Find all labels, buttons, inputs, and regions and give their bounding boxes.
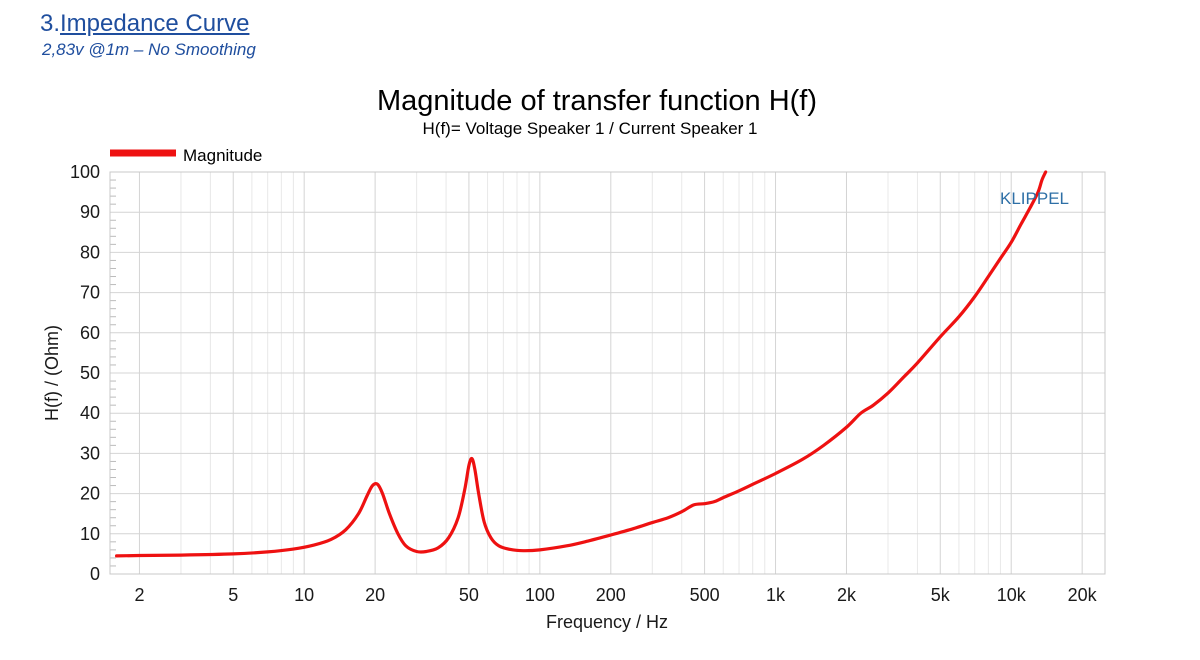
x-tick-label: 10	[294, 585, 314, 605]
chart-subtitle: H(f)= Voltage Speaker 1 / Current Speake…	[423, 119, 758, 138]
y-tick-label: 20	[80, 484, 100, 504]
section-subtitle: 2,83v @1m – No Smoothing	[42, 40, 256, 59]
legend-label: Magnitude	[183, 146, 262, 165]
y-axis-label: H(f) / (Ohm)	[42, 325, 62, 421]
y-tick-label: 50	[80, 363, 100, 383]
x-tick-label: 5	[228, 585, 238, 605]
x-tick-label: 500	[690, 585, 720, 605]
y-tick-label: 30	[80, 443, 100, 463]
y-tick-label: 40	[80, 403, 100, 423]
x-axis-label: Frequency / Hz	[546, 612, 668, 632]
x-tick-label: 5k	[931, 585, 951, 605]
section-title[interactable]: Impedance Curve	[60, 10, 250, 37]
x-tick-label: 10k	[997, 585, 1027, 605]
x-tick-label: 1k	[766, 585, 786, 605]
chart-title: Magnitude of transfer function H(f)	[377, 85, 817, 117]
y-tick-label: 70	[80, 283, 100, 303]
y-tick-label: 10	[80, 524, 100, 544]
tick-labels: 2 5 10 20 50 100 200 500 1k 2k 5k 10k 20k 0 10 20 30 40 50…	[70, 162, 1098, 605]
x-tick-label: 200	[596, 585, 626, 605]
y-tick-label: 90	[80, 202, 100, 222]
plot-frame	[109, 171, 1106, 575]
legend: Magnitude	[110, 146, 262, 165]
x-tick-label: 20k	[1068, 585, 1098, 605]
watermark-logo: KLIPPEL	[1000, 189, 1069, 208]
section-heading: 3.Impedance Curve	[40, 10, 249, 38]
grid	[110, 171, 1105, 575]
series-magnitude-line	[115, 170, 1048, 558]
x-tick-label: 2	[134, 585, 144, 605]
x-tick-label: 20	[365, 585, 385, 605]
x-tick-label: 2k	[837, 585, 857, 605]
y-tick-label: 0	[90, 564, 100, 584]
x-tick-label: 50	[459, 585, 479, 605]
y-tick-label: 80	[80, 242, 100, 262]
section-number: 3.	[40, 10, 61, 37]
curve-layer	[115, 170, 1048, 558]
y-tick-label: 60	[80, 323, 100, 343]
x-tick-label: 100	[525, 585, 555, 605]
y-tick-label: 100	[70, 162, 100, 182]
